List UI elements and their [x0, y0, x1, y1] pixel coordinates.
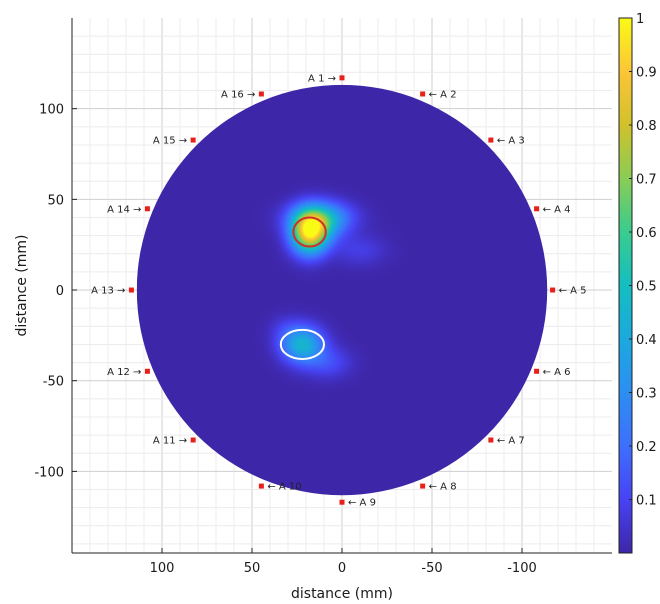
y-tick-label: 0 [56, 284, 64, 299]
antenna-6-label: ← A 6 [543, 367, 571, 378]
antenna-14-marker [144, 206, 150, 212]
antenna-12-marker [144, 368, 150, 374]
x-tick-label: 50 [244, 561, 261, 576]
y-tick-label: 100 [39, 103, 64, 118]
antenna-9-marker [339, 499, 345, 505]
target-ring-2 [279, 328, 325, 360]
colorbar-tick-label: 0.5 [636, 280, 657, 295]
antenna-5-label: ← A 5 [559, 286, 587, 297]
colorbar: 1 0.9 0.8 0.7 0.6 0.5 0.4 0.3 0.2 0.1 [618, 12, 657, 554]
antenna-7-label: ← A 7 [497, 436, 525, 447]
heatmap-field [136, 84, 548, 496]
target-markers [279, 216, 327, 360]
antenna-6-marker [534, 368, 540, 374]
heatmap-image [136, 84, 548, 496]
antenna-9-label: ← A 9 [348, 498, 376, 509]
colorbar-tick-label: 0.9 [636, 66, 657, 81]
colorbar-tick-label: 0.6 [636, 226, 657, 241]
antenna-3-label: ← A 3 [497, 136, 525, 147]
antenna-3-marker [488, 137, 494, 143]
antenna-13-marker [128, 287, 134, 293]
antenna-1-marker [339, 75, 345, 81]
x-tick-label: -100 [507, 561, 537, 576]
antenna-4-label: ← A 4 [543, 204, 571, 215]
antenna-2-label: ← A 2 [429, 89, 457, 100]
antenna-14-label: A 14 → [107, 204, 141, 215]
axes: 100 50 0 -50 -100 100 50 0 -50 -100 [34, 18, 612, 576]
antenna-8-marker [420, 483, 426, 489]
antenna-2-marker [420, 91, 426, 97]
x-tick-label: 0 [338, 561, 346, 576]
colorbar-tick-label: 0.4 [636, 333, 657, 348]
antenna-4-marker [534, 206, 540, 212]
antenna-11-label: A 11 → [153, 436, 187, 447]
colorbar-tick-label: 0.3 [636, 387, 657, 402]
antenna-11-marker [190, 437, 196, 443]
antenna-16-marker [258, 91, 264, 97]
colorbar-tick-label: 0.8 [636, 119, 657, 134]
x-tick-label: 100 [150, 561, 175, 576]
antenna-15-marker [190, 137, 196, 143]
y-tick-label: 50 [47, 193, 64, 208]
y-tick-label: -50 [43, 375, 64, 390]
target-ring-1 [292, 216, 327, 248]
x-tick-label: -50 [421, 561, 442, 576]
x-axis-label: distance (mm) [291, 586, 393, 602]
y-tick-label: -100 [34, 465, 64, 480]
colorbar-tick-label: 0.2 [636, 440, 657, 455]
antenna-7-marker [488, 437, 494, 443]
antenna-8-label: ← A 8 [429, 482, 457, 493]
antenna-10-marker [258, 483, 264, 489]
antenna-1-label: A 1 → [308, 73, 336, 84]
antenna-15-label: A 15 → [153, 136, 187, 147]
antenna-13-label: A 13 → [91, 286, 125, 297]
antenna-markers: A 1 → ← A 2 ← A 3 ← A 4 ← A 5 ← A 6 ← A 7 ← A 8… [91, 73, 586, 508]
y-axis-label: distance (mm) [14, 235, 30, 337]
antenna-12-label: A 12 → [107, 367, 141, 378]
antenna-5-marker [550, 287, 556, 293]
colorbar-tick-label: 0.7 [636, 173, 657, 188]
colorbar-tick-label: 1 [636, 12, 644, 27]
colorbar-tick-label: 0.1 [636, 494, 657, 509]
antenna-16-label: A 16 → [221, 89, 255, 100]
antenna-10-label: ← A 10 [267, 482, 301, 493]
